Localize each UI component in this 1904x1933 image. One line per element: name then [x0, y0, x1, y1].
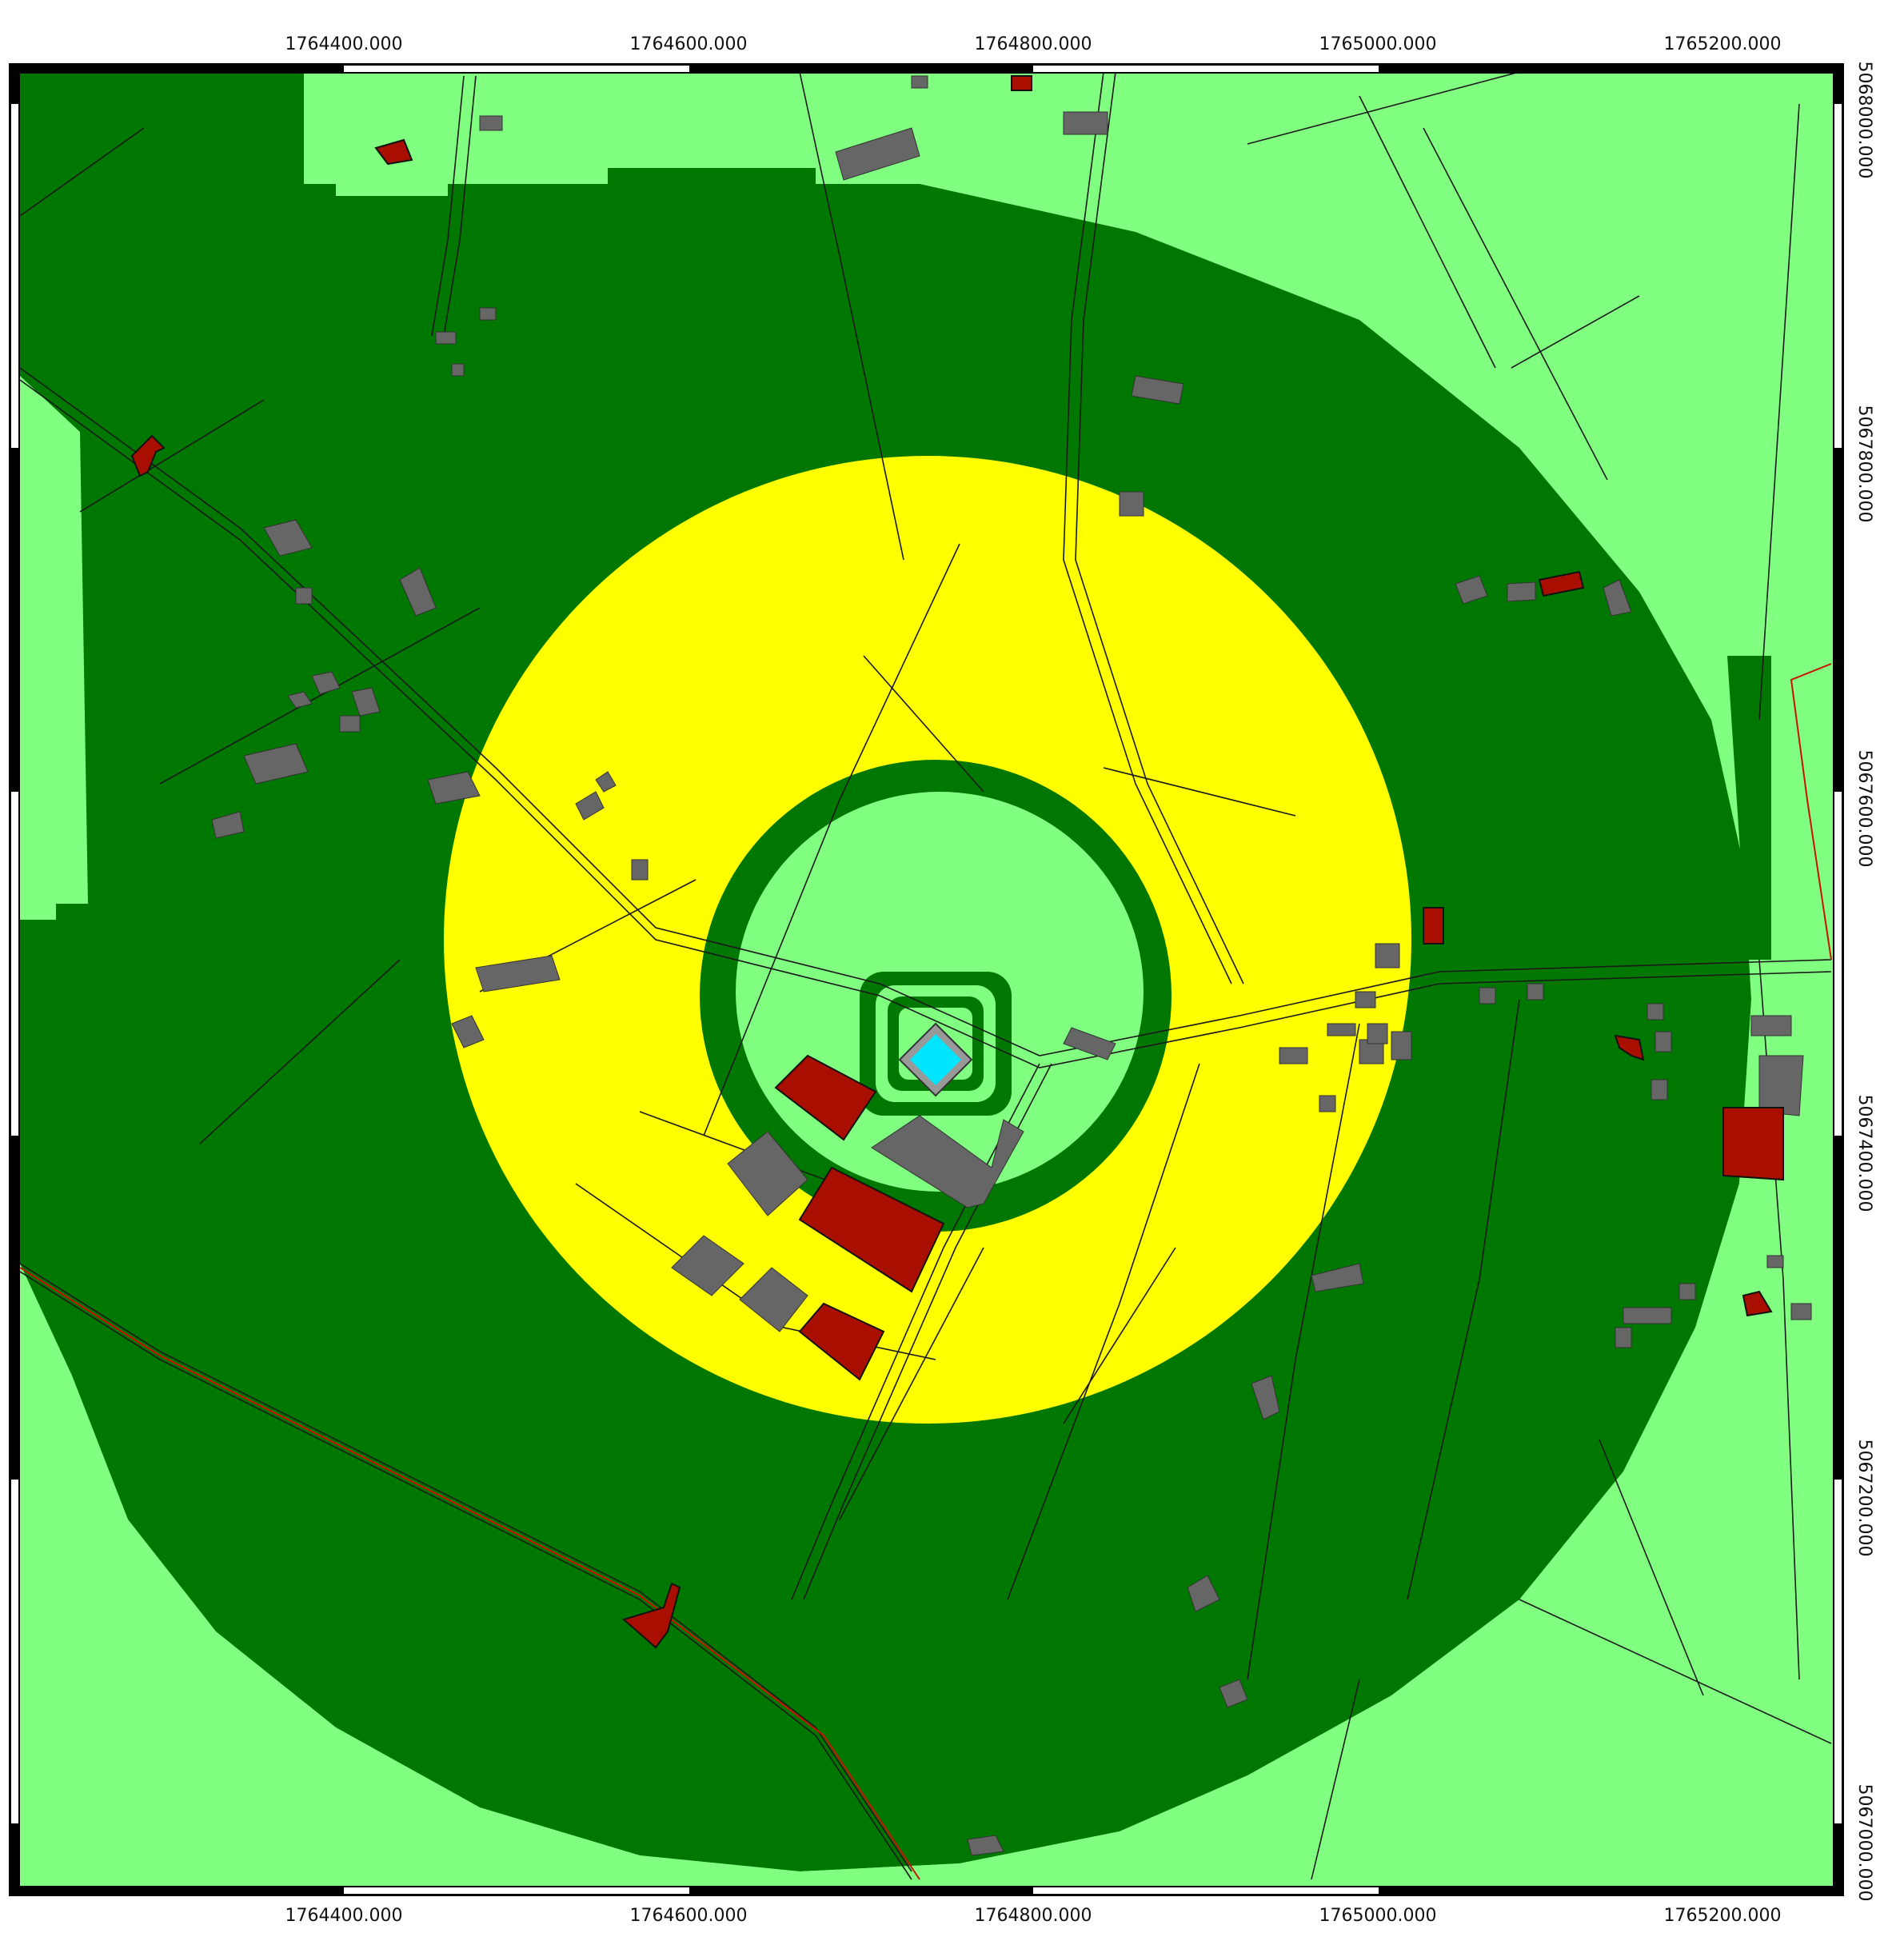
- x-tick-bottom: 1764800.000: [975, 1906, 1092, 1926]
- x-axis-bottom-labels: 1764400.000 1764600.000 1764800.000 1765…: [285, 1906, 1782, 1926]
- boundary-line-right: [1790, 663, 1832, 961]
- map-content: [20, 72, 1835, 1887]
- y-tick-right: 5067400.000: [1854, 1095, 1874, 1212]
- light-green-left-strip: [20, 376, 88, 920]
- boundary-line: [20, 1267, 920, 1880]
- y-tick-right: 5067800.000: [1854, 405, 1874, 523]
- x-tick-top: 1764600.000: [630, 34, 748, 54]
- y-tick-right: 5067000.000: [1854, 1784, 1874, 1902]
- y-tick-right: 5067600.000: [1854, 750, 1874, 868]
- source-core: [910, 1034, 961, 1085]
- x-tick-top: 1764800.000: [975, 34, 1092, 54]
- map-frame: [9, 63, 1844, 1896]
- x-tick-top: 1765200.000: [1664, 34, 1782, 54]
- red-buildings: [130, 75, 1784, 1649]
- x-tick-bottom: 1765200.000: [1664, 1906, 1782, 1926]
- light-green-bottom-left: [20, 1000, 1835, 1887]
- x-axis-top-labels: 1764400.000 1764600.000 1764800.000 1765…: [285, 34, 1782, 54]
- x-tick-bottom: 1764400.000: [285, 1906, 403, 1926]
- x-tick-top: 1765000.000: [1319, 34, 1437, 54]
- x-tick-bottom: 1764600.000: [630, 1906, 748, 1926]
- y-tick-right: 5067200.000: [1854, 1440, 1874, 1557]
- x-tick-bottom: 1765000.000: [1319, 1906, 1437, 1926]
- gray-buildings: [211, 75, 1812, 1856]
- x-tick-top: 1764400.000: [285, 34, 403, 54]
- y-tick-right: 5068000.000: [1854, 62, 1874, 179]
- noise-source: [898, 1022, 973, 1097]
- y-axis-right-labels: 5068000.000 5067800.000 5067600.000 5067…: [1854, 62, 1874, 1902]
- dark-green-right-edge: [1727, 656, 1771, 960]
